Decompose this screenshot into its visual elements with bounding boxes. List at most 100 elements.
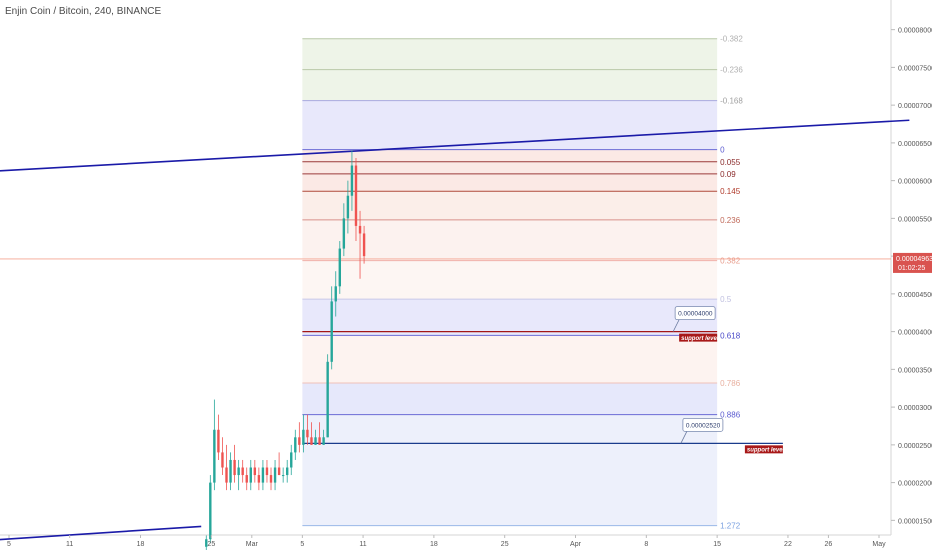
candle-body xyxy=(358,225,362,234)
candle-body xyxy=(354,165,358,226)
support-tag-label: support level xyxy=(747,448,785,454)
chart-title: Enjin Coin / Bitcoin, 240, BINANCE xyxy=(5,6,162,17)
y-tick-label: 0.00003500 xyxy=(898,367,932,374)
fib-level-label: 1.272 xyxy=(720,522,741,531)
candle-body xyxy=(273,467,277,483)
x-tick-label: 15 xyxy=(713,541,721,548)
candle-body xyxy=(334,286,337,302)
x-tick-label: 22 xyxy=(784,541,792,548)
candle-body xyxy=(314,437,317,445)
candle xyxy=(285,459,289,483)
candle xyxy=(362,225,366,264)
current-price-badge xyxy=(893,252,932,273)
candle-body xyxy=(281,475,285,477)
candle xyxy=(265,459,269,483)
y-tick-label: 0.00004000 xyxy=(898,330,932,337)
candle xyxy=(322,429,325,445)
candle-body xyxy=(346,195,350,219)
candle xyxy=(237,459,240,491)
candle-body xyxy=(253,467,257,476)
candle-body xyxy=(249,467,252,483)
fib-zone xyxy=(302,38,718,70)
candle-body xyxy=(269,475,273,483)
fib-zone xyxy=(302,260,718,300)
fib-zone xyxy=(302,219,718,261)
candle xyxy=(257,467,261,491)
candle-body xyxy=(221,452,224,468)
candle-body xyxy=(257,475,261,483)
candle xyxy=(241,459,244,483)
candle xyxy=(249,459,252,491)
callout-box xyxy=(682,417,724,432)
x-tick-label: 11 xyxy=(66,541,73,548)
support-tag-label: support level xyxy=(681,336,719,342)
current-price-value: 0.00004963 xyxy=(896,256,932,263)
x-tick-label: 8 xyxy=(644,541,648,548)
candle-body xyxy=(229,459,232,483)
candle-body xyxy=(298,437,301,445)
candle xyxy=(346,180,350,234)
candle xyxy=(273,459,277,491)
y-tick-label: 0.00007500 xyxy=(898,65,932,72)
candle xyxy=(338,241,342,294)
fib-level-label: 0.618 xyxy=(720,331,741,340)
fib-zone xyxy=(302,161,718,174)
candle xyxy=(302,414,305,453)
support-level: 0.00004000 support level xyxy=(302,306,719,342)
y-tick-label: 0.00008000 xyxy=(898,28,932,35)
candle-body xyxy=(318,437,321,445)
candle-body xyxy=(330,301,333,362)
y-tick-label: 0.00001500 xyxy=(898,518,932,525)
fib-zone xyxy=(302,414,718,526)
candle-body xyxy=(362,233,366,257)
candle xyxy=(245,467,248,491)
y-tick-label: 0.00005500 xyxy=(898,216,932,223)
candle xyxy=(233,444,236,483)
support-tag-bg xyxy=(744,445,783,454)
trendline xyxy=(0,525,202,541)
fibonacci-retracement: -0.382 -0.236 -0.168 0 0.055 0.09 0.145 0.236 0.… xyxy=(302,35,743,531)
candle-body xyxy=(290,452,293,468)
candle xyxy=(281,467,285,483)
candle-body xyxy=(205,539,208,547)
fib-level-label: 0.382 xyxy=(720,257,741,266)
candle-body xyxy=(245,475,248,483)
candle xyxy=(342,203,346,257)
candle xyxy=(354,157,358,242)
candle xyxy=(229,452,232,491)
fib-level-label: 0.145 xyxy=(720,187,741,196)
candle xyxy=(350,150,354,211)
candle-body xyxy=(225,467,228,483)
candles xyxy=(205,150,366,551)
candle xyxy=(294,429,297,460)
candle xyxy=(213,399,216,491)
candle-body xyxy=(213,429,216,483)
candle-body xyxy=(326,361,329,438)
candle xyxy=(330,286,333,370)
callout-box xyxy=(674,306,716,321)
y-tick-label: 0.00007000 xyxy=(898,103,932,110)
x-tick-label: Mar xyxy=(246,541,259,548)
callout-price-label: 0.00004000 xyxy=(678,311,713,318)
candle xyxy=(290,444,293,476)
candle xyxy=(269,467,273,491)
candle xyxy=(318,422,321,445)
candle-body xyxy=(302,429,305,445)
fib-level-label: 0.786 xyxy=(720,379,741,388)
y-tick-label: 0.00006000 xyxy=(898,179,932,186)
candle-body xyxy=(217,429,220,453)
candle xyxy=(209,475,212,543)
x-tick-label: 18 xyxy=(137,541,145,548)
candle xyxy=(253,459,257,483)
candle-body xyxy=(285,467,289,476)
trendline xyxy=(0,119,910,172)
candle-body xyxy=(350,165,354,196)
candle xyxy=(277,452,281,476)
fib-level-label: 0.09 xyxy=(720,170,736,179)
fib-level-label: -0.236 xyxy=(720,66,743,75)
x-tick-label: 18 xyxy=(430,541,438,548)
candle xyxy=(306,414,309,445)
candle-body xyxy=(261,467,265,483)
